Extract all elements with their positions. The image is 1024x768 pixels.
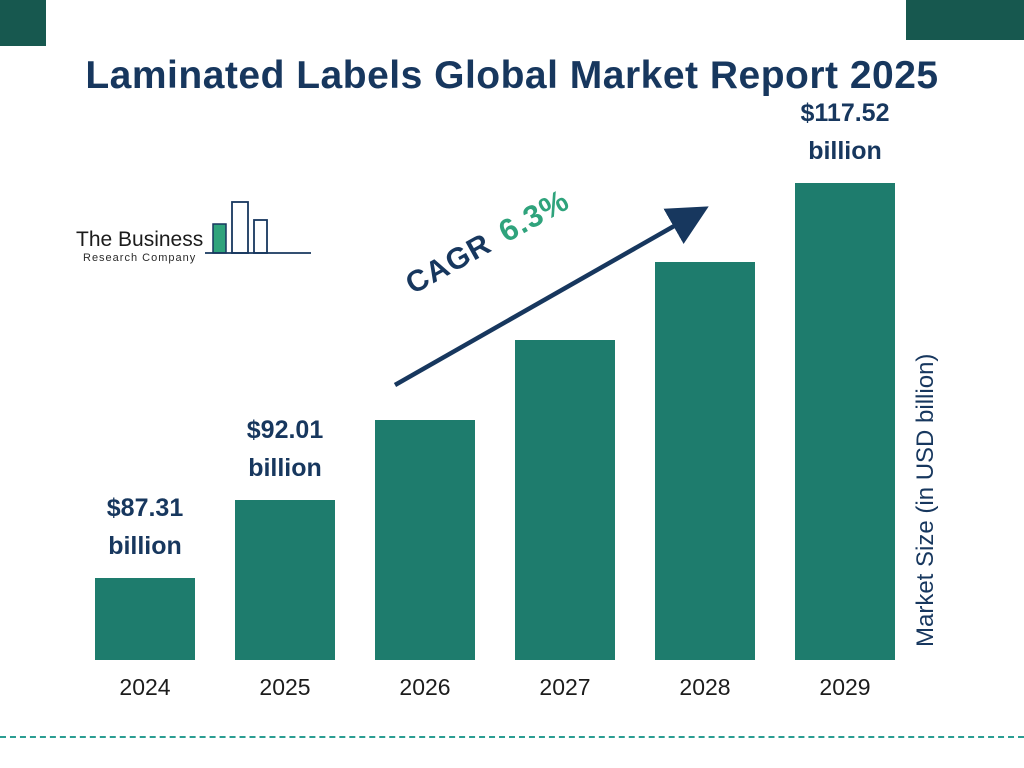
bar-2027 — [515, 340, 615, 660]
x-tick-2024: 2024 — [119, 674, 171, 700]
bar-2024 — [95, 578, 195, 660]
bottom-dashed-divider — [0, 736, 1024, 738]
logo-bars-icon — [205, 201, 312, 254]
logo-line1: The Business — [76, 228, 204, 251]
bar-group-2026: 2026 — [375, 420, 475, 700]
bar-value-label-2025: $92.01 billion — [246, 415, 324, 483]
bar-group-2027: 2027 — [515, 340, 615, 700]
company-logo-text: The Business Research Company — [76, 228, 203, 264]
bar-group-2029: $117.52 billion 2029 — [795, 94, 895, 700]
page-title: Laminated Labels Global Market Report 20… — [85, 54, 939, 98]
bar-2026 — [375, 420, 475, 660]
bar-value-label-2024: $87.31 billion — [106, 493, 184, 561]
bar-group-2024: $87.31 billion 2024 — [95, 489, 195, 700]
bar-group-2025: $92.01 billion 2025 — [235, 411, 335, 700]
bar-group-2028: 2028 — [655, 262, 755, 700]
cagr-arrow-icon — [393, 206, 709, 387]
bar-2025 — [235, 500, 335, 660]
x-tick-2026: 2026 — [399, 674, 451, 700]
corner-accent-top-left — [0, 0, 46, 46]
logo-line2: Research Company — [83, 252, 197, 264]
x-tick-2025: 2025 — [259, 674, 311, 700]
bar-chart: $87.31 billion 2024 $92.01 billion 2025 2026 20… — [95, 94, 895, 700]
y-axis-label: Market Size (in USD billion) — [912, 353, 939, 647]
x-tick-2027: 2027 — [539, 674, 591, 700]
bar-2028 — [655, 262, 755, 660]
bar-2029 — [795, 183, 895, 660]
x-tick-2029: 2029 — [819, 674, 871, 700]
x-tick-2028: 2028 — [679, 674, 731, 700]
company-logo: The Business Research Company — [76, 198, 315, 264]
corner-accent-top-right — [906, 0, 1024, 40]
bar-value-label-2029: $117.52 billion — [800, 98, 890, 166]
